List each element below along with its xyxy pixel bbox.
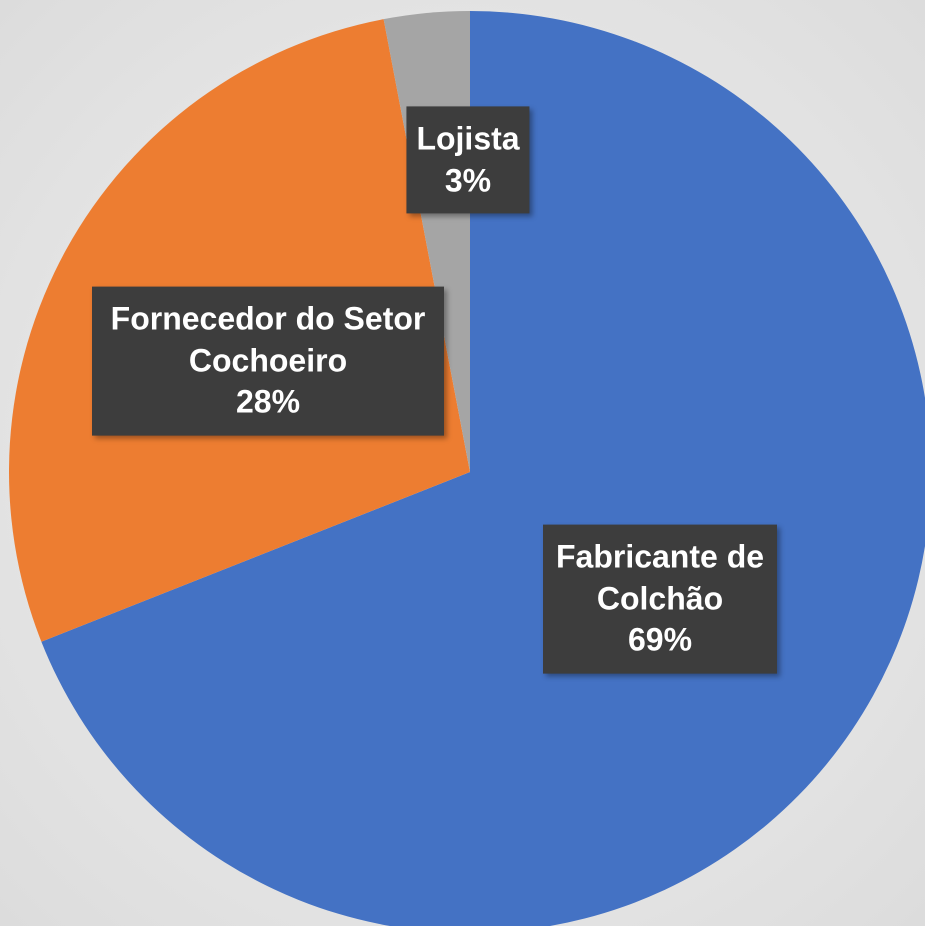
data-label: Fornecedor do Setor Cochoeiro 28% (92, 286, 444, 436)
data-label: Fabricante de Colchão 69% (543, 524, 777, 674)
data-label: Lojista 3% (406, 106, 530, 214)
category-label: Lojista (416, 120, 520, 157)
value-label: 3% (444, 162, 492, 198)
pie-slice (41, 11, 925, 926)
value-label: 28% (235, 383, 301, 420)
category-label: Fornecedor do Setor Cochoeiro (110, 300, 426, 379)
value-label: 69% (627, 621, 693, 658)
category-label: Fabricante de Colchão (555, 538, 765, 617)
